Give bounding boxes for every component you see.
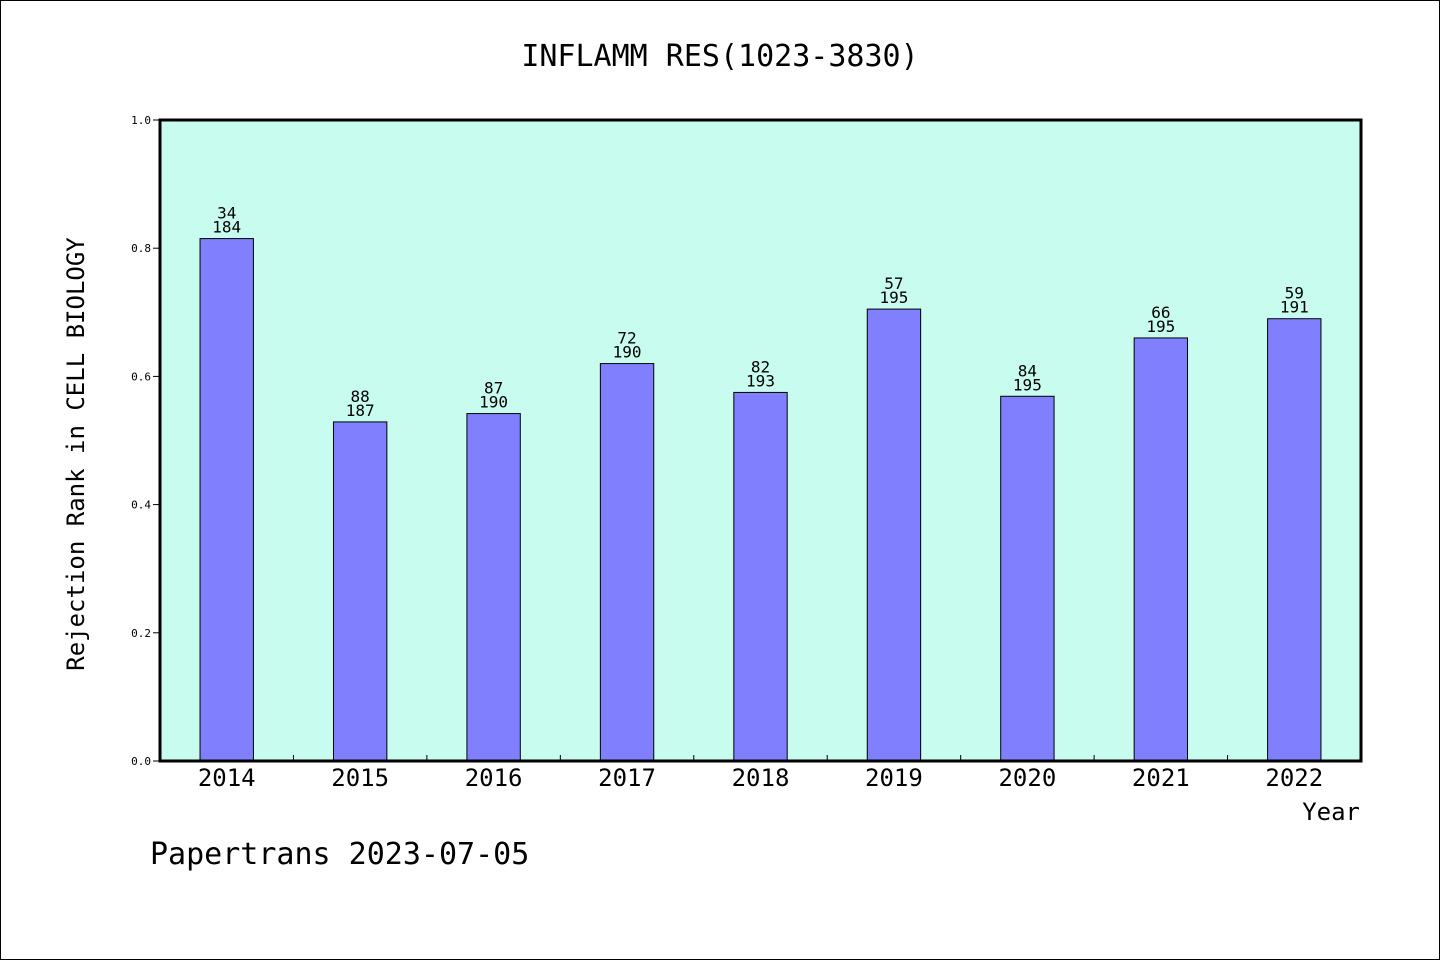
x-tick-label: 2014: [198, 764, 256, 792]
y-tick-label: 0.6: [131, 370, 151, 383]
x-tick-label: 2017: [598, 764, 656, 792]
bar-2015: [332, 421, 388, 762]
bar-rank-label: 87: [484, 379, 503, 398]
bar-total-label: 195: [879, 288, 908, 307]
bar-2020: [1000, 395, 1055, 762]
x-tick-label: 2019: [865, 764, 923, 792]
bar-rank-label: 57: [884, 274, 903, 293]
x-tick-label: 2021: [1132, 764, 1190, 792]
bar-total-label: 195: [1146, 317, 1175, 336]
bar-2019: [866, 308, 922, 762]
x-tick-label: 2018: [732, 764, 790, 792]
bar-rank-label: 66: [1151, 303, 1170, 322]
bar-total-label: 191: [1280, 298, 1309, 317]
bar-2014: [199, 238, 254, 762]
x-axis-label: Year: [1302, 798, 1360, 826]
bar-total-label: 184: [212, 218, 241, 237]
bar-2018: [733, 391, 788, 762]
bar-2016: [466, 413, 521, 762]
x-axis: 2014 2015 2016 2017 2018 2019 2020 2021 2022: [198, 755, 1323, 792]
bar-total-label: 190: [613, 343, 642, 362]
bar-2021: [1133, 337, 1189, 762]
y-tick-label: 1.0: [131, 114, 151, 127]
y-tick-label: 0.0: [131, 755, 151, 768]
bar-rank-label: 82: [751, 357, 770, 376]
x-tick-label: 2020: [998, 764, 1056, 792]
bar-rank-label: 84: [1018, 361, 1037, 380]
y-tick-label: 0.2: [131, 627, 151, 640]
chart-title: INFLAMM RES(1023-3830): [521, 39, 918, 74]
bar-total-label: 190: [479, 393, 508, 412]
bar-rank-label: 88: [351, 387, 370, 406]
x-tick-label: 2015: [331, 764, 389, 792]
bar-2022: [1267, 318, 1322, 762]
y-tick-label: 0.8: [131, 242, 151, 255]
bar-data-labels: 3418488187871907219082193571958419566195…: [212, 204, 1308, 420]
x-tick-label: 2016: [465, 764, 523, 792]
bar-total-label: 187: [346, 401, 375, 420]
bar-rank-label: 72: [617, 329, 636, 348]
bar-rank-label: 34: [217, 204, 236, 223]
y-axis: 0.0 0.2 0.4 0.6 0.8 1.0: [131, 114, 160, 768]
y-axis-label: Rejection Rank in CELL BIOLOGY: [62, 237, 90, 671]
bar-rank-label: 59: [1285, 284, 1304, 303]
x-tick-label: 2022: [1265, 764, 1323, 792]
bar-total-label: 195: [1013, 375, 1042, 394]
plot-border: [158, 118, 1363, 763]
footer-credit: Papertrans 2023-07-05: [150, 837, 529, 872]
bar-total-label: 193: [746, 371, 775, 390]
bar-2017: [599, 363, 655, 762]
y-tick-label: 0.4: [131, 499, 151, 512]
bar-series: [199, 238, 1322, 762]
